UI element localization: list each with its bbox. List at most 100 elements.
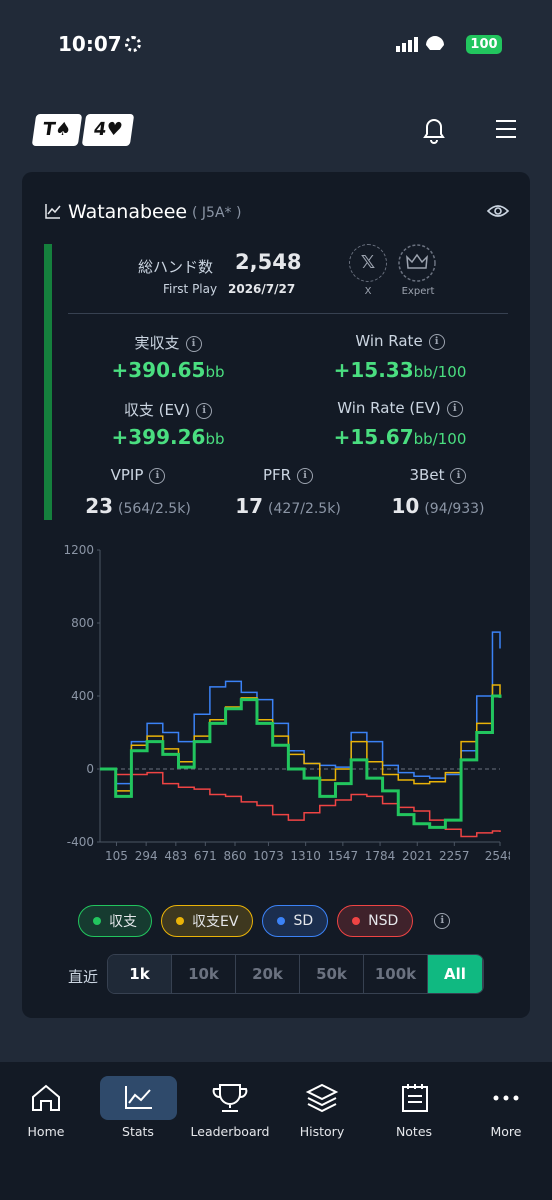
logo-card[interactable]: T♠ [31,114,83,146]
ratio-number: 17 [235,494,264,518]
range-option[interactable]: 100k [364,955,428,993]
x-tick-label: 1784 [365,849,396,863]
x-tick-label: 860 [224,849,247,863]
stat-label: 実収支 ℹ [58,332,278,353]
ratio-label-text: 3Bet [409,466,445,484]
x-tick-label: 105 [105,849,128,863]
menu-icon[interactable] [494,118,518,140]
nav-label[interactable]: History [299,1124,345,1139]
y-tick-label: -400 [67,835,94,849]
legend-text: 収支EV [192,914,239,930]
signal-icons [396,36,444,52]
bell-icon[interactable] [420,115,448,145]
stat-value: +15.67bb/100 [290,425,510,449]
stat-number: +390.65 [111,358,206,382]
info-icon: ℹ [428,333,445,350]
player-name: Watanabeee [68,201,188,223]
stat-label: Win Rate (EV) ℹ [290,399,510,417]
hands-label: 総ハンド数 [138,258,214,276]
legend-pill[interactable]: SD [262,905,329,937]
stat-value: +15.33bb/100 [290,358,510,382]
legend-dot [277,917,286,925]
info-icon: ℹ [450,467,467,484]
ratio-value: 10 (94/933) [358,494,518,518]
y-tick-label: 400 [71,689,94,703]
range-selector: 1k 10k 20k 50k 100k All [107,954,484,994]
range-option[interactable]: 20k [236,955,300,993]
battery: 100 [466,35,502,54]
range-option[interactable]: 1k [108,955,172,993]
chart-icon [45,204,61,219]
info-icon: ℹ [446,400,463,417]
nav-label[interactable]: Notes [395,1124,433,1139]
bottom-nav [0,1062,552,1200]
legend-pill[interactable]: NSD [337,905,414,937]
x-tick-label: 671 [194,849,217,863]
accent-bar [44,244,52,520]
divider [68,313,508,314]
eye-icon[interactable] [486,202,510,220]
info-icon: ℹ [196,402,213,419]
ratio-label-text: VPIP [110,466,144,484]
ratio-number: 10 [391,494,420,518]
x-badge-icon[interactable]: 𝕏 [349,244,387,282]
y-tick-label: 0 [86,762,94,776]
stat-label: 収支 (EV) ℹ [58,399,278,420]
nav-label[interactable]: Home [27,1124,65,1139]
ratio-label: 3Bet ℹ [358,466,518,484]
y-tick-label: 1200 [63,543,94,557]
stat-number: +399.26 [111,425,206,449]
info-icon: ℹ [149,467,166,484]
expert-badge-icon[interactable] [398,244,438,284]
x-tick-label: 1073 [253,849,284,863]
ratio-detail: (564/2.5k) [118,501,191,517]
stat-unit: bb [205,363,225,381]
stat-label-text: 実収支 [134,334,180,352]
nav-label[interactable]: Stats [122,1124,154,1139]
legend-text: SD [293,913,314,929]
legend-dot [352,917,361,925]
legend: 収支 収支EV SD NSD ℹ [78,905,451,937]
nav-icons [32,1083,519,1113]
range-option[interactable]: 10k [172,955,236,993]
stat-value: +390.65bb [58,358,278,382]
badge-label: Expert [401,286,435,297]
stat-label-text: Win Rate (EV) [337,399,441,417]
legend-pill[interactable]: 収支EV [161,905,254,937]
ratio-label-text: PFR [262,466,292,484]
legend-dot [176,917,184,925]
nav-label[interactable]: Leaderboard [190,1124,270,1139]
x-tick-label: 1310 [290,849,321,863]
legend-text: 収支 [109,914,137,930]
x-tick-label: 2548 [485,849,510,863]
first-play-label: First Play [163,282,218,296]
x-tick-label: 1547 [328,849,359,863]
ratio-detail: (94/933) [424,501,485,517]
ratio-value: 23 (564/2.5k) [58,494,218,518]
hands-value: 2,548 [235,250,302,274]
range-option[interactable]: 50k [300,955,364,993]
legend-pill[interactable]: 収支 [78,905,152,937]
info-icon: ℹ [434,913,451,929]
badge-label: X [364,286,372,297]
range-option[interactable]: All [428,955,483,993]
nav-label[interactable]: More [490,1124,522,1139]
series-line [100,631,501,785]
legend-text: NSD [368,913,399,929]
series-line [100,684,501,792]
x-tick-label: 483 [164,849,187,863]
stat-label: Win Rate ℹ [290,332,510,350]
x-tick-label: 2257 [439,849,470,863]
settings-icon [125,36,141,52]
info-icon: ℹ [185,335,202,352]
player-id: ( J5A* ) [192,205,242,221]
stat-unit: bb/100 [413,430,467,448]
stat-number: +15.33 [333,358,414,382]
series-line [100,694,502,829]
stat-number: +15.67 [333,425,414,449]
info-icon: ℹ [297,467,314,484]
clock: 10:07 [58,32,122,56]
y-tick-label: 800 [71,616,94,630]
logo-card[interactable]: 4♥ [81,114,135,146]
